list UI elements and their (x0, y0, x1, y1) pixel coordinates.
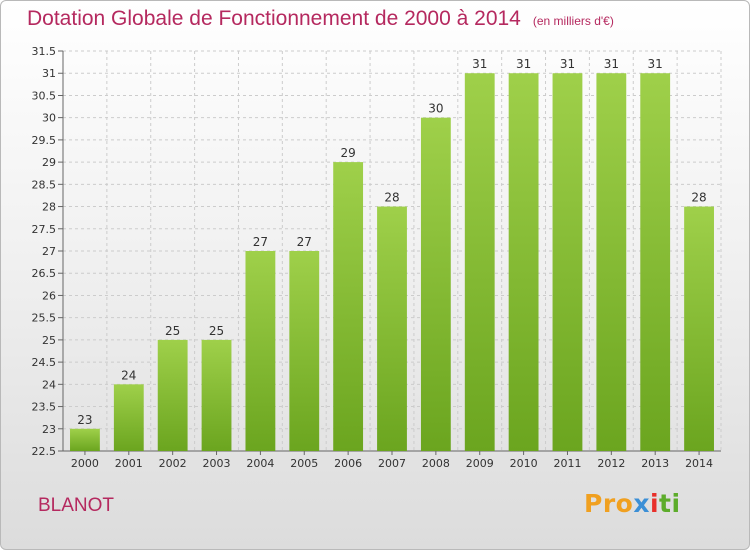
y-tick-label: 23 (42, 423, 56, 436)
bar-2005 (289, 251, 320, 451)
x-tick-label: 2006 (334, 457, 362, 470)
x-tick-label: 2013 (641, 457, 669, 470)
bar-2008 (420, 117, 451, 452)
x-tick-label: 2008 (422, 457, 450, 470)
y-tick-label: 29 (42, 156, 56, 169)
y-tick-label: 25.5 (32, 312, 57, 325)
data-label: 28 (691, 191, 706, 205)
data-label: 25 (165, 324, 180, 338)
commune-name: BLANOT (38, 495, 115, 516)
bar-2014 (684, 206, 714, 451)
data-label: 27 (297, 235, 312, 249)
y-tick-label: 26.5 (32, 267, 57, 280)
x-tick-label: 2004 (246, 457, 274, 470)
bar-2000 (70, 428, 100, 451)
data-label: 28 (384, 191, 399, 205)
bar-2004 (245, 251, 276, 451)
y-tick-label: 30 (42, 112, 56, 125)
y-tick-label: 23.5 (32, 401, 57, 414)
y-tick-label: 31.5 (32, 45, 57, 58)
x-tick-label: 2002 (159, 457, 187, 470)
bars (70, 73, 714, 452)
y-tick-label: 22.5 (32, 445, 57, 458)
bar-2006 (333, 162, 364, 451)
y-tick-label: 28 (42, 201, 56, 214)
x-tick-label: 2010 (510, 457, 538, 470)
bar-2007 (377, 206, 407, 451)
y-tick-label: 27.5 (32, 223, 57, 236)
x-tick-label: 2001 (115, 457, 143, 470)
data-labels: 23 24 25 25 27 27 29 28 30 31 31 31 31 31 28 (77, 57, 706, 427)
proxiti-logo[interactable]: Proxiti (584, 489, 681, 518)
y-tick-label: 26 (42, 289, 56, 302)
chart-title: Dotation Globale de Fonctionnement de 20… (27, 7, 614, 31)
y-tick-label: 30.5 (32, 89, 57, 102)
bar-2009 (464, 73, 495, 451)
bar-2001 (113, 384, 144, 451)
bar-2003 (201, 339, 232, 451)
bar-2010 (508, 73, 539, 451)
data-label: 31 (516, 57, 531, 71)
y-tick-label: 29.5 (32, 134, 57, 147)
x-tick-label: 2003 (203, 457, 231, 470)
x-tick-label: 2007 (378, 457, 406, 470)
chart-unit: (en milliers d'€) (532, 14, 614, 28)
data-label: 27 (253, 235, 268, 249)
chart-title-text: Dotation Globale de Fonctionnement de 20… (27, 7, 521, 30)
logo-part-ti: ti (659, 489, 681, 518)
data-label: 24 (121, 368, 136, 382)
y-tick-label: 28.5 (32, 178, 57, 191)
x-tick-label: 2014 (685, 457, 713, 470)
y-tick-label: 24 (42, 378, 56, 391)
logo-part-i: i (649, 489, 660, 518)
bar-2002 (157, 339, 188, 451)
x-tick-label: 2000 (71, 457, 99, 470)
data-label: 31 (472, 57, 487, 71)
logo-part-x: x (633, 489, 650, 518)
x-tick-label: 2005 (290, 457, 318, 470)
y-tick-label: 31 (42, 67, 56, 80)
x-tick-label: 2012 (597, 457, 625, 470)
y-tick-label: 24.5 (32, 356, 57, 369)
y-tick-label: 27 (42, 245, 56, 258)
data-label: 25 (209, 324, 224, 338)
axes: 22.5 23 23.5 24 24.5 25 25.5 26 26.5 27 27.5 28 28.5… (32, 45, 721, 470)
y-tick-label: 25 (42, 334, 56, 347)
logo-part-pro: Pro (584, 489, 634, 518)
data-label: 31 (560, 57, 575, 71)
data-label: 31 (648, 57, 663, 71)
data-label: 29 (340, 146, 355, 160)
data-label: 31 (604, 57, 619, 71)
bar-2011 (552, 73, 583, 451)
bar-2012 (596, 73, 627, 451)
data-label: 30 (428, 102, 443, 116)
bar-2013 (640, 73, 671, 451)
data-label: 23 (77, 413, 92, 427)
x-tick-label: 2009 (466, 457, 494, 470)
x-tick-label: 2011 (553, 457, 581, 470)
